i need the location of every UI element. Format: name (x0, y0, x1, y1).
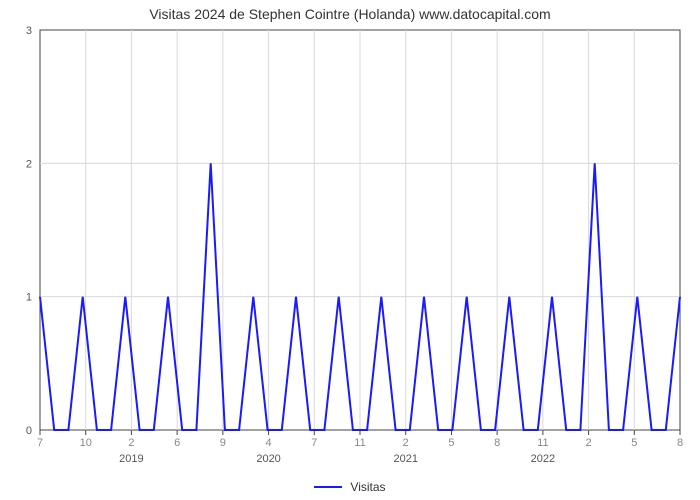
svg-text:1: 1 (26, 292, 32, 304)
svg-text:4: 4 (266, 437, 272, 449)
svg-text:2021: 2021 (393, 453, 417, 465)
svg-text:7: 7 (37, 437, 43, 449)
svg-text:2: 2 (586, 437, 592, 449)
legend-swatch (314, 486, 342, 488)
legend: Visitas (0, 480, 700, 494)
svg-text:0: 0 (26, 425, 32, 437)
svg-text:2022: 2022 (531, 453, 555, 465)
svg-text:6: 6 (174, 437, 180, 449)
svg-text:2: 2 (26, 158, 32, 170)
svg-text:3: 3 (26, 25, 32, 37)
svg-text:2019: 2019 (119, 453, 143, 465)
svg-text:7: 7 (311, 437, 317, 449)
svg-text:2020: 2020 (256, 453, 280, 465)
visits-chart: 0 1 2 3 7 10 2 6 9 4 7 11 2 5 8 11 2 5 8 2019 2020 2021 2022 (0, 0, 700, 500)
svg-text:11: 11 (354, 437, 365, 449)
svg-text:10: 10 (80, 437, 92, 449)
svg-text:8: 8 (677, 437, 683, 449)
svg-text:11: 11 (537, 437, 548, 449)
svg-text:8: 8 (494, 437, 500, 449)
svg-text:2: 2 (403, 437, 409, 449)
svg-text:9: 9 (220, 437, 226, 449)
svg-text:5: 5 (631, 437, 637, 449)
svg-text:2: 2 (128, 437, 134, 449)
svg-text:5: 5 (448, 437, 454, 449)
legend-label: Visitas (350, 480, 385, 494)
